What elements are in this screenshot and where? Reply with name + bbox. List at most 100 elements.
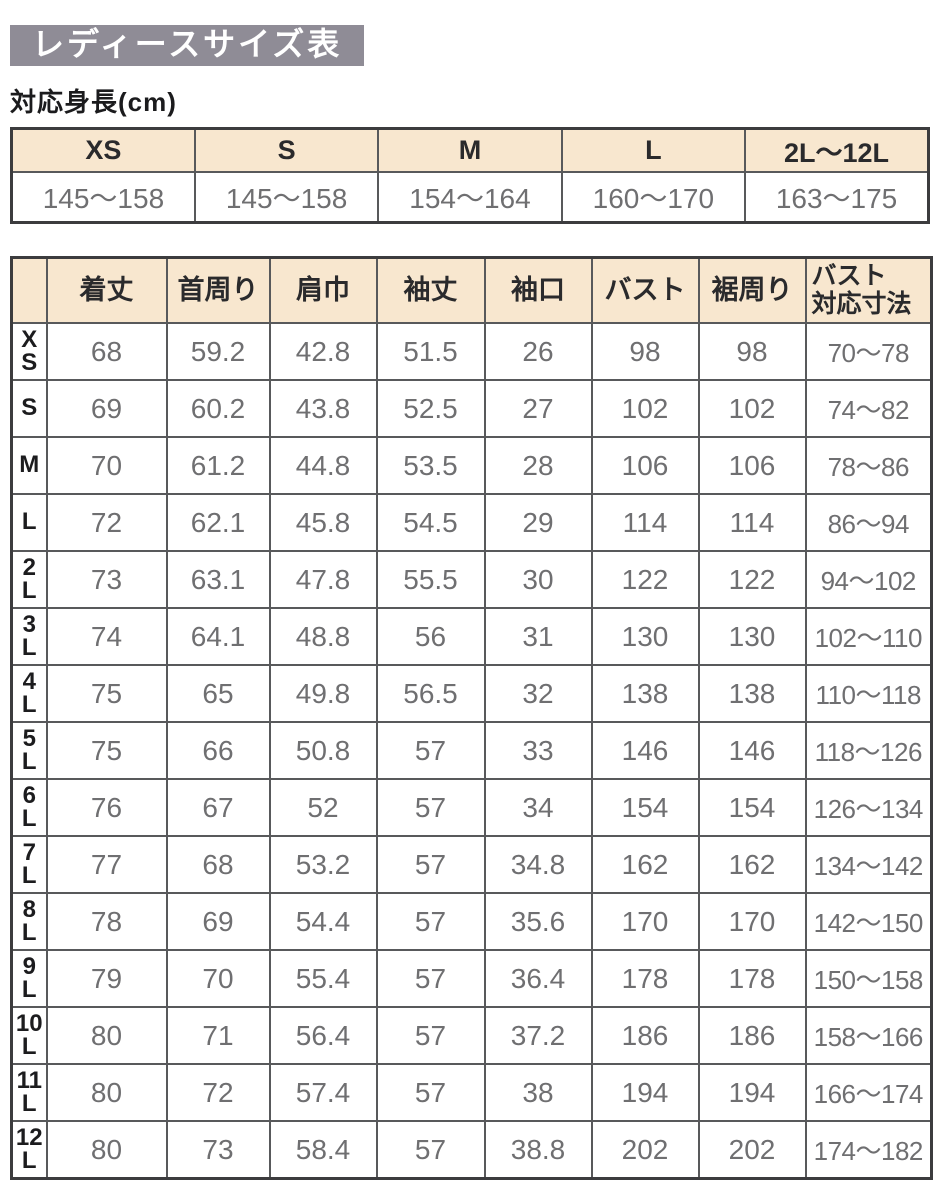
cell-5L-7: 118〜126 bbox=[804, 721, 933, 781]
size-col-header-3: 袖丈 bbox=[375, 256, 486, 325]
row-label-XS: X S bbox=[10, 322, 48, 382]
cell-12L-7: 174〜182 bbox=[804, 1120, 933, 1180]
size-row-7L: 7 L 77 68 53.2 57 34.8 162 162 134〜142 bbox=[10, 835, 933, 895]
size-col-header-7: バスト 対応寸法 bbox=[804, 256, 933, 325]
cell-12L-4: 38.8 bbox=[483, 1120, 593, 1180]
size-table: 着丈 首周り 肩巾 袖丈 袖口 バスト 裾周り バスト 対応寸法 X S 68 59.2 42.8 5… bbox=[10, 256, 933, 1181]
row-label-5L: 5 L bbox=[10, 721, 48, 781]
cell-3L-5: 130 bbox=[590, 607, 700, 667]
cell-M-2: 44.8 bbox=[268, 436, 378, 496]
height-value-cell-2: 154〜164 bbox=[377, 171, 563, 224]
cell-S-1: 60.2 bbox=[165, 379, 271, 439]
cell-M-4: 28 bbox=[483, 436, 593, 496]
cell-9L-6: 178 bbox=[697, 949, 807, 1009]
cell-S-5: 102 bbox=[590, 379, 700, 439]
cell-4L-3: 56.5 bbox=[375, 664, 486, 724]
cell-6L-6: 154 bbox=[697, 778, 807, 838]
cell-8L-0: 78 bbox=[45, 892, 168, 952]
cell-S-4: 27 bbox=[483, 379, 593, 439]
cell-10L-4: 37.2 bbox=[483, 1006, 593, 1066]
height-table-value-row: 145〜158 145〜158 154〜164 160〜170 163〜175 bbox=[10, 171, 930, 224]
cell-4L-7: 110〜118 bbox=[804, 664, 933, 724]
height-col-header-1: S bbox=[193, 127, 380, 174]
cell-11L-2: 57.4 bbox=[268, 1063, 378, 1123]
cell-6L-2: 52 bbox=[268, 778, 378, 838]
cell-2L-3: 55.5 bbox=[375, 550, 486, 610]
cell-L-3: 54.5 bbox=[375, 493, 486, 553]
height-col-header-2: M bbox=[377, 127, 563, 174]
cell-11L-1: 72 bbox=[165, 1063, 271, 1123]
cell-2L-7: 94〜102 bbox=[804, 550, 933, 610]
cell-M-0: 70 bbox=[45, 436, 168, 496]
cell-4L-4: 32 bbox=[483, 664, 593, 724]
size-col-header-4: 袖口 bbox=[483, 256, 593, 325]
cell-XS-2: 42.8 bbox=[268, 322, 378, 382]
height-col-header-0: XS bbox=[10, 127, 196, 174]
cell-12L-3: 57 bbox=[375, 1120, 486, 1180]
cell-L-4: 29 bbox=[483, 493, 593, 553]
size-table-corner-cell bbox=[10, 256, 48, 325]
cell-7L-1: 68 bbox=[165, 835, 271, 895]
size-col-header-6: 裾周り bbox=[697, 256, 807, 325]
cell-3L-2: 48.8 bbox=[268, 607, 378, 667]
cell-10L-2: 56.4 bbox=[268, 1006, 378, 1066]
cell-3L-3: 56 bbox=[375, 607, 486, 667]
cell-12L-0: 80 bbox=[45, 1120, 168, 1180]
cell-8L-2: 54.4 bbox=[268, 892, 378, 952]
cell-11L-3: 57 bbox=[375, 1063, 486, 1123]
cell-S-0: 69 bbox=[45, 379, 168, 439]
cell-4L-5: 138 bbox=[590, 664, 700, 724]
cell-8L-1: 69 bbox=[165, 892, 271, 952]
cell-L-1: 62.1 bbox=[165, 493, 271, 553]
size-col-header-2: 肩巾 bbox=[268, 256, 378, 325]
height-col-header-3: L bbox=[560, 127, 747, 174]
cell-10L-7: 158〜166 bbox=[804, 1006, 933, 1066]
cell-7L-0: 77 bbox=[45, 835, 168, 895]
cell-7L-7: 134〜142 bbox=[804, 835, 933, 895]
cell-M-1: 61.2 bbox=[165, 436, 271, 496]
cell-12L-5: 202 bbox=[590, 1120, 700, 1180]
cell-2L-1: 63.1 bbox=[165, 550, 271, 610]
cell-5L-3: 57 bbox=[375, 721, 486, 781]
cell-8L-7: 142〜150 bbox=[804, 892, 933, 952]
cell-8L-4: 35.6 bbox=[483, 892, 593, 952]
cell-3L-0: 74 bbox=[45, 607, 168, 667]
cell-10L-1: 71 bbox=[165, 1006, 271, 1066]
height-value-cell-1: 145〜158 bbox=[193, 171, 380, 224]
cell-XS-7: 70〜78 bbox=[804, 322, 933, 382]
size-row-8L: 8 L 78 69 54.4 57 35.6 170 170 142〜150 bbox=[10, 892, 933, 952]
cell-10L-3: 57 bbox=[375, 1006, 486, 1066]
size-col-header-0: 着丈 bbox=[45, 256, 168, 325]
cell-7L-2: 53.2 bbox=[268, 835, 378, 895]
cell-11L-7: 166〜174 bbox=[804, 1063, 933, 1123]
row-label-4L: 4 L bbox=[10, 664, 48, 724]
cell-2L-2: 47.8 bbox=[268, 550, 378, 610]
cell-L-5: 114 bbox=[590, 493, 700, 553]
cell-2L-5: 122 bbox=[590, 550, 700, 610]
cell-8L-5: 170 bbox=[590, 892, 700, 952]
height-value-cell-4: 163〜175 bbox=[744, 171, 930, 224]
cell-10L-6: 186 bbox=[697, 1006, 807, 1066]
cell-5L-0: 75 bbox=[45, 721, 168, 781]
cell-5L-1: 66 bbox=[165, 721, 271, 781]
cell-XS-6: 98 bbox=[697, 322, 807, 382]
size-row-S: S 69 60.2 43.8 52.5 27 102 102 74〜82 bbox=[10, 379, 933, 439]
row-label-12L: 12 L bbox=[10, 1120, 48, 1180]
size-row-4L: 4 L 75 65 49.8 56.5 32 138 138 110〜118 bbox=[10, 664, 933, 724]
cell-6L-5: 154 bbox=[590, 778, 700, 838]
size-row-10L: 10 L 80 71 56.4 57 37.2 186 186 158〜166 bbox=[10, 1006, 933, 1066]
cell-7L-3: 57 bbox=[375, 835, 486, 895]
page-title: レディースサイズ表 bbox=[10, 25, 365, 67]
cell-8L-3: 57 bbox=[375, 892, 486, 952]
cell-9L-7: 150〜158 bbox=[804, 949, 933, 1009]
height-table-header-row: XS S M L 2L〜12L bbox=[10, 127, 930, 174]
height-section-label: 対応身長(cm) bbox=[10, 87, 177, 118]
row-label-7L: 7 L bbox=[10, 835, 48, 895]
cell-L-2: 45.8 bbox=[268, 493, 378, 553]
cell-L-0: 72 bbox=[45, 493, 168, 553]
cell-XS-4: 26 bbox=[483, 322, 593, 382]
row-label-11L: 11 L bbox=[10, 1063, 48, 1123]
cell-6L-0: 76 bbox=[45, 778, 168, 838]
cell-4L-0: 75 bbox=[45, 664, 168, 724]
cell-7L-5: 162 bbox=[590, 835, 700, 895]
